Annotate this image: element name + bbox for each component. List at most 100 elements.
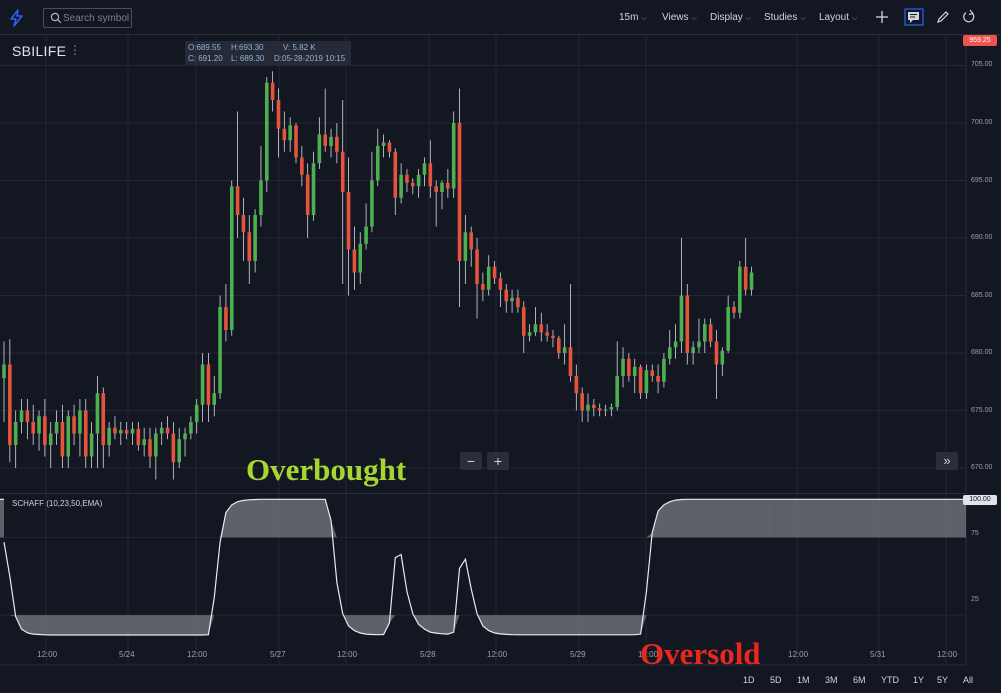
time-label: 5/28: [420, 650, 436, 659]
range-3m-button[interactable]: 3M: [825, 675, 838, 685]
candle-body: [107, 427, 111, 445]
symbol-search[interactable]: [43, 8, 132, 28]
comment-icon[interactable]: [904, 8, 924, 26]
time-label: 12:00: [187, 650, 208, 659]
candle-body: [527, 332, 532, 336]
high-value: H:693.30: [231, 43, 264, 52]
chevron-down-icon: ⌵: [691, 15, 697, 22]
candle-body: [416, 174, 421, 187]
candle-body: [154, 433, 158, 457]
range-6m-button[interactable]: 6M: [853, 675, 866, 685]
candle-body: [270, 82, 275, 100]
more-options-icon[interactable]: ⋮: [69, 43, 81, 57]
candle-body: [8, 364, 12, 445]
scroll-to-latest-button[interactable]: »: [936, 452, 958, 470]
range-5y-button[interactable]: 5Y: [937, 675, 949, 685]
candle-body: [662, 358, 666, 382]
layout-label: Layout: [819, 12, 850, 23]
chevron-down-icon: ⌵: [852, 15, 858, 22]
candle-body: [31, 422, 35, 434]
candle-body: [323, 134, 327, 146]
indicator-title[interactable]: SCHAFF (10,23,50,EMA): [12, 499, 103, 508]
candle-body: [189, 422, 193, 434]
candle-body: [469, 232, 473, 250]
candle-body: [48, 433, 53, 445]
candle-body: [113, 427, 117, 434]
price-label: 675.00: [971, 407, 993, 414]
range-5d-button[interactable]: 5D: [770, 675, 782, 685]
time-label: 12:00: [937, 650, 958, 659]
candle-body: [685, 295, 690, 353]
candle-body: [13, 422, 18, 445]
studies-menu[interactable]: Studies ⌵: [764, 12, 806, 23]
candle-body: [632, 366, 637, 376]
close-value: C: 691.20: [188, 54, 223, 63]
time-label: 5/24: [119, 650, 135, 659]
range-1y-button[interactable]: 1Y: [913, 675, 925, 685]
candle-body: [136, 428, 141, 445]
zoom-out-button[interactable]: −: [460, 452, 482, 470]
price-label: 700.00: [971, 119, 993, 126]
candle-body: [346, 192, 351, 250]
ohlc-panel: O:689.55 H:693.30 V: 5.82 K C: 691.20 L:…: [185, 41, 351, 65]
candle-body: [720, 350, 725, 365]
reset-icon[interactable]: [961, 9, 977, 25]
views-label: Views: [662, 12, 689, 23]
candle-body: [603, 409, 608, 411]
candle-body: [194, 404, 199, 422]
candle-body: [370, 180, 374, 227]
pane-separator[interactable]: [0, 493, 966, 494]
candle-body: [434, 186, 438, 192]
candle-body: [679, 295, 684, 342]
candle-body: [597, 408, 602, 411]
candle-body: [568, 347, 573, 376]
candle-body: [2, 364, 6, 379]
candle-body: [130, 428, 135, 434]
candle-body: [224, 307, 228, 330]
range-1d-button[interactable]: 1D: [743, 675, 755, 685]
candle-body: [148, 439, 152, 457]
chevron-down-icon: ⌵: [641, 15, 647, 22]
lightning-logo-icon[interactable]: [8, 9, 26, 27]
zoom-in-button[interactable]: +: [487, 452, 509, 470]
candle-body: [43, 416, 47, 445]
range-ytd-button[interactable]: YTD: [881, 675, 899, 685]
candle-body: [743, 266, 748, 290]
range-1m-button[interactable]: 1M: [797, 675, 810, 685]
search-input[interactable]: [63, 10, 129, 26]
candle-body: [510, 297, 514, 302]
candle-body: [638, 366, 643, 394]
symbol-name[interactable]: SBILIFE: [12, 43, 67, 59]
candle-body: [165, 427, 170, 434]
chevron-down-icon: ⌵: [800, 15, 806, 22]
candle-body: [428, 163, 433, 187]
candle-body: [615, 376, 619, 408]
range-all-button[interactable]: All: [963, 675, 974, 685]
candle-body: [19, 410, 24, 422]
candle-body: [300, 157, 304, 175]
crosshair-plus-icon[interactable]: [874, 9, 890, 25]
candle-body: [656, 376, 660, 382]
candle-body: [247, 232, 252, 261]
display-menu[interactable]: Display ⌵: [710, 12, 751, 23]
low-value: L: 689.30: [231, 54, 265, 63]
interval-menu[interactable]: 15m ⌵: [619, 12, 647, 23]
candle-body: [405, 174, 409, 183]
interval-label: 15m: [619, 12, 639, 23]
price-label: 695.00: [971, 177, 993, 184]
candle-body: [393, 151, 398, 198]
open-value: O:689.55: [188, 43, 221, 52]
candle-body: [218, 307, 222, 394]
candle-body: [411, 182, 415, 187]
price-label: 690.00: [971, 234, 993, 241]
draw-pencil-icon[interactable]: [935, 9, 951, 25]
candle-body: [738, 266, 742, 313]
candle-body: [171, 433, 176, 463]
candle-body: [440, 182, 444, 192]
views-menu[interactable]: Views ⌵: [662, 12, 697, 23]
candle-body: [545, 332, 549, 336]
layout-menu[interactable]: Layout ⌵: [819, 12, 857, 23]
candle-body: [95, 393, 100, 434]
candle-body: [609, 407, 614, 410]
